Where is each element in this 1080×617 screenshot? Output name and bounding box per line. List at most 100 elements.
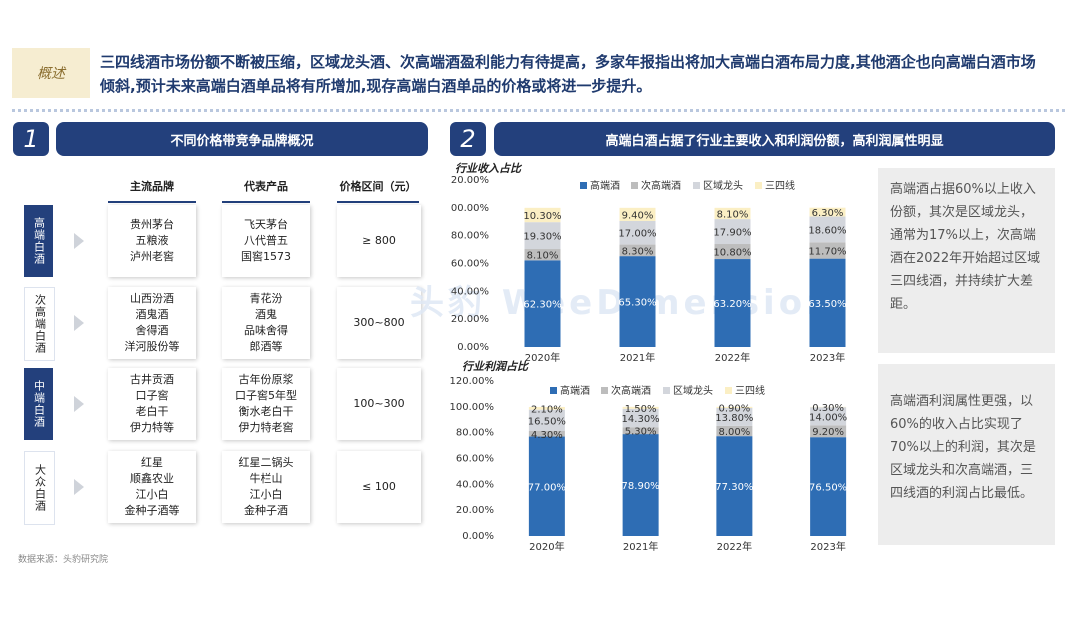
bar-segment — [622, 434, 659, 536]
brands-cell-line: 泸州老窖 — [130, 250, 174, 263]
legend-swatch — [693, 182, 700, 189]
category-label: 高端白酒 — [24, 205, 53, 277]
x-tick-label: 2023年 — [810, 351, 845, 364]
y-tick-label: 80.00% — [451, 231, 489, 242]
y-tick-label: 40.00% — [451, 286, 489, 297]
bar-segment — [524, 207, 561, 223]
products-cell-line: 衡水老白干 — [238, 405, 294, 418]
data-label: 2.10% — [531, 404, 563, 415]
legend-label: 区域龙头 — [673, 384, 713, 397]
data-label: 76.50% — [809, 483, 847, 494]
legend-label: 高端酒 — [590, 179, 620, 192]
legend-label: 三四线 — [735, 384, 765, 397]
brands-cell: 古井贡酒 口子窖 老白干 伊力特等 — [108, 368, 196, 440]
y-tick-label: 120.00% — [450, 175, 489, 186]
legend-label: 区域龙头 — [703, 179, 743, 192]
legend-swatch — [755, 182, 762, 189]
data-label: 0.30% — [812, 403, 844, 414]
legend-label: 三四线 — [765, 179, 795, 192]
legend-label: 次高端酒 — [641, 179, 681, 192]
price-cell: 100~300 — [337, 368, 421, 440]
bar-segment — [714, 244, 751, 260]
brands-cell: 山西汾酒 酒鬼酒 舍得酒 洋河股份等 — [108, 287, 196, 359]
data-label: 77.00% — [528, 482, 566, 493]
x-tick-label: 2023年 — [810, 540, 845, 553]
brands-cell-line: 酒鬼酒 — [135, 308, 169, 321]
bar-segment — [619, 220, 656, 245]
y-tick-label: 60.00% — [451, 259, 489, 270]
header-brands: 主流品牌 — [108, 171, 196, 203]
profit-chart-svg: 高端酒 次高端酒 区域龙头 三四线 0.00% 20.00% 40.00% 60.00% 80.… — [450, 376, 848, 553]
data-label: 17.90% — [713, 228, 751, 239]
data-source: 数据来源：头豹研究院 — [18, 555, 109, 565]
products-cell-line: 飞天茅台 — [244, 218, 288, 231]
bar-segment — [619, 244, 656, 257]
legend-swatch — [580, 182, 587, 189]
brands-cell: 红星 顺鑫农业 江小白 金种子酒等 — [108, 451, 196, 523]
brands-cell-line: 红星 — [141, 456, 163, 469]
data-label: 9.40% — [622, 210, 654, 221]
bar-segment — [809, 216, 846, 243]
header-products: 代表产品 — [222, 171, 310, 203]
price-cell-line: 100~300 — [353, 397, 405, 410]
bar-segment — [528, 430, 565, 437]
bar-segment — [528, 406, 565, 410]
bar-segment — [809, 258, 846, 347]
price-cell: 300~800 — [337, 287, 421, 359]
legend-swatch — [725, 387, 732, 394]
bar-segment — [809, 242, 846, 259]
y-tick-label: 40.00% — [456, 479, 494, 490]
y-tick-label: 100.00% — [450, 203, 489, 214]
data-label: 10.80% — [713, 248, 751, 259]
brands-cell-line: 口子窖 — [135, 389, 169, 402]
x-tick-label: 2021年 — [620, 351, 655, 364]
bar-segment — [524, 222, 561, 250]
bar-segment — [524, 249, 561, 261]
bar-segment — [714, 259, 751, 347]
y-tick-label: 0.00% — [462, 531, 494, 542]
revenue-chart: 高端酒 次高端酒 区域龙头 三四线 0.00% 20.00% 40.00% 60.00% 80.… — [445, 173, 870, 377]
products-cell-line: 酒鬼 — [255, 308, 277, 321]
products-cell-line: 八代普五 — [244, 234, 288, 247]
data-label: 9.20% — [812, 427, 844, 438]
brands-cell-line: 舍得酒 — [135, 324, 169, 337]
summary-tag: 概述 — [12, 48, 90, 98]
products-cell-line: 古年份原浆 — [238, 373, 294, 386]
data-label: 14.30% — [622, 414, 660, 425]
section-2-title: 高端白酒占据了行业主要收入和利润份额，高利润属性明显 — [494, 122, 1055, 156]
brands-cell-line: 五粮液 — [135, 234, 169, 247]
legend-swatch — [663, 387, 670, 394]
data-label: 8.00% — [718, 427, 750, 438]
summary-text: 三四线酒市场份额不断被压缩，区域龙头酒、次高端酒盈利能力有待提高，多家年报指出将… — [100, 53, 1036, 95]
data-label: 63.20% — [713, 299, 751, 310]
data-label: 78.90% — [622, 481, 660, 492]
brands-cell-line: 金种子酒等 — [124, 504, 180, 517]
bar-segment — [528, 409, 565, 431]
price-cell-line: ≥ 800 — [362, 234, 396, 247]
y-tick-label: 80.00% — [456, 428, 494, 439]
bar-segment — [622, 408, 659, 428]
x-tick-label: 2020年 — [529, 540, 564, 553]
bar-segment — [810, 437, 847, 536]
y-tick-label: 60.00% — [456, 454, 494, 465]
products-cell-line: 品味舍得 — [244, 324, 288, 337]
data-label: 13.80% — [715, 413, 753, 424]
bar-segment — [716, 425, 753, 437]
data-label: 10.30% — [523, 211, 561, 222]
data-label: 4.30% — [531, 430, 563, 441]
legend-swatch — [550, 387, 557, 394]
divider — [12, 109, 1065, 112]
revenue-note: 高端酒占据60%以上收入份额，其次是区域龙头，通常为17%以上，次高端酒在202… — [878, 168, 1055, 353]
bar-segment — [714, 219, 751, 245]
bar-segment — [528, 436, 565, 536]
products-cell: 古年份原浆 口子窖5年型 衡水老白干 伊力特老窖 — [222, 368, 310, 440]
brands-cell-line: 江小白 — [135, 488, 169, 501]
brands-cell: 贵州茅台 五粮液 泸州老窖 — [108, 205, 196, 277]
y-tick-label: 0.00% — [457, 342, 489, 353]
price-cell: ≥ 800 — [337, 205, 421, 277]
y-tick-label: 20.00% — [451, 314, 489, 325]
data-label: 5.30% — [625, 427, 657, 438]
brands-cell-line: 老白干 — [135, 405, 169, 418]
products-cell-line: 郎酒等 — [249, 340, 283, 353]
data-label: 8.10% — [717, 209, 749, 220]
